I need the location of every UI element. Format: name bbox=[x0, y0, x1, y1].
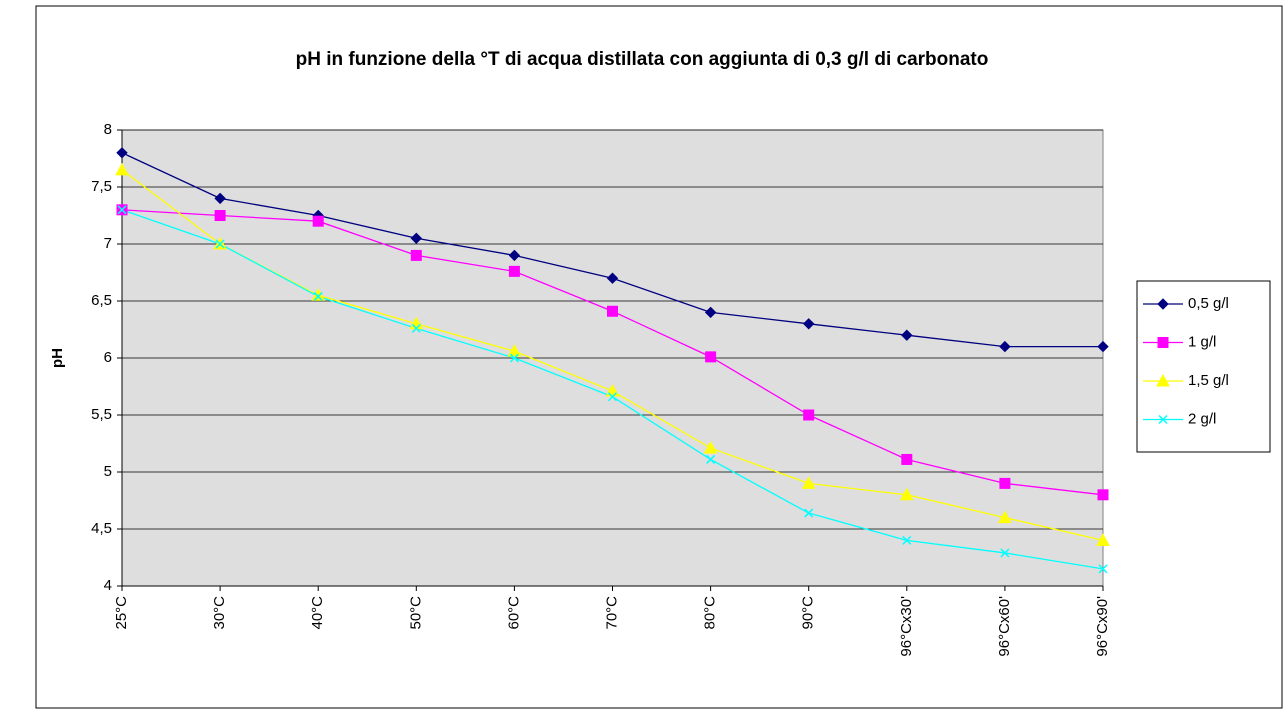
y-tick-label: 8 bbox=[104, 121, 112, 138]
data-point bbox=[999, 340, 1011, 353]
data-point bbox=[705, 351, 717, 363]
data-point bbox=[801, 476, 816, 489]
data-point bbox=[115, 162, 129, 176]
data-point bbox=[1098, 564, 1108, 574]
data-point bbox=[311, 288, 326, 301]
y-tick-label: 4 bbox=[104, 577, 112, 594]
data-point bbox=[215, 239, 225, 249]
data-point bbox=[214, 192, 226, 205]
x-tick-label: 96°Cx90' bbox=[1094, 596, 1111, 657]
y-tick-label: 5,5 bbox=[91, 406, 112, 423]
data-point bbox=[1097, 340, 1109, 353]
data-point bbox=[313, 291, 323, 301]
x-tick-label: 96°Cx30' bbox=[898, 596, 915, 657]
data-point bbox=[901, 453, 913, 465]
data-point bbox=[999, 477, 1011, 489]
legend-label: 1 g/l bbox=[1188, 333, 1216, 350]
y-tick-label: 6,5 bbox=[91, 292, 112, 309]
data-point bbox=[507, 344, 522, 357]
y-tick-label: 6 bbox=[104, 349, 112, 366]
data-point bbox=[1000, 548, 1010, 558]
data-point bbox=[706, 454, 716, 464]
y-tick-label: 4,5 bbox=[91, 520, 112, 537]
legend-label: 0,5 g/l bbox=[1188, 295, 1229, 312]
x-tick-label: 70°C bbox=[603, 596, 620, 630]
data-point bbox=[998, 510, 1012, 524]
data-point bbox=[606, 272, 619, 284]
data-point bbox=[1097, 489, 1109, 501]
data-point bbox=[802, 318, 815, 330]
data-point bbox=[214, 210, 226, 221]
x-tick-label: 96°Cx60' bbox=[996, 596, 1013, 657]
data-point bbox=[411, 323, 421, 333]
y-tick-label: 5 bbox=[104, 463, 112, 480]
x-tick-label: 25°C bbox=[113, 596, 130, 630]
data-point bbox=[508, 265, 520, 277]
legend-marker bbox=[1158, 414, 1168, 425]
x-tick-label: 80°C bbox=[702, 596, 719, 630]
y-axis-label: pH bbox=[49, 348, 66, 368]
chart-title: pH in funzione della °T di acqua distill… bbox=[296, 49, 989, 70]
data-point bbox=[901, 329, 913, 341]
legend-marker bbox=[1157, 298, 1169, 310]
data-point bbox=[508, 249, 521, 262]
legend-label: 1,5 g/l bbox=[1188, 372, 1229, 389]
y-tick-label: 7,5 bbox=[91, 178, 112, 195]
data-point bbox=[312, 215, 324, 227]
data-point bbox=[804, 508, 814, 518]
legend-label: 2 g/l bbox=[1188, 410, 1216, 427]
data-point bbox=[410, 249, 422, 261]
data-point bbox=[704, 306, 717, 319]
x-tick-label: 50°C bbox=[407, 596, 424, 630]
legend-marker bbox=[1156, 373, 1170, 387]
data-point bbox=[703, 441, 718, 454]
x-tick-label: 90°C bbox=[800, 596, 817, 630]
x-tick-label: 60°C bbox=[505, 596, 522, 630]
x-tick-label: 30°C bbox=[211, 596, 228, 630]
data-point bbox=[117, 205, 127, 215]
data-point bbox=[899, 487, 914, 501]
data-point bbox=[509, 353, 519, 363]
x-tick-label: 40°C bbox=[309, 596, 326, 630]
legend-marker bbox=[1157, 337, 1169, 348]
data-point bbox=[607, 305, 618, 317]
data-point bbox=[902, 535, 912, 545]
data-point bbox=[410, 232, 423, 245]
y-tick-label: 7 bbox=[104, 235, 112, 252]
data-point bbox=[607, 392, 618, 402]
data-point bbox=[803, 409, 815, 421]
data-point bbox=[116, 147, 128, 159]
data-point bbox=[1096, 533, 1110, 546]
